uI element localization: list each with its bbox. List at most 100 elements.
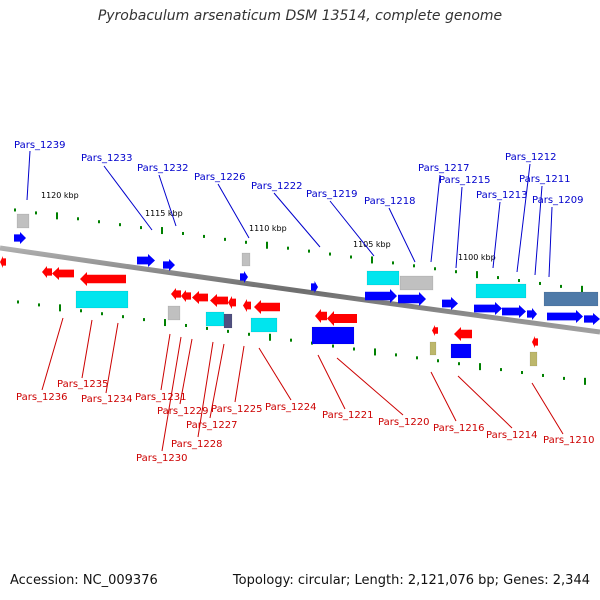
scale-tick	[353, 347, 355, 351]
gene-label-pars-1218[interactable]: Pars_1218	[364, 196, 415, 207]
gene-label-pars-1210[interactable]: Pars_1210	[543, 435, 594, 446]
gene-label-pars-1215[interactable]: Pars_1215	[439, 175, 490, 186]
scale-tick	[17, 300, 19, 304]
gene-arrow	[398, 292, 426, 306]
scale-tick	[329, 252, 331, 256]
gene-arrow	[0, 256, 6, 268]
gene-arrow	[432, 325, 438, 336]
gene-label-pars-1220[interactable]: Pars_1220	[378, 417, 429, 428]
scale-tick	[227, 329, 229, 333]
scale-tick	[140, 226, 142, 230]
gene-label-pars-1222[interactable]: Pars_1222	[251, 181, 302, 192]
scale-tick	[560, 284, 562, 288]
scale-tick	[521, 371, 523, 375]
gene-label-pars-1227[interactable]: Pars_1227	[186, 420, 237, 431]
label-leader-line	[217, 183, 250, 239]
gene-label-pars-1209[interactable]: Pars_1209	[532, 195, 583, 206]
label-leader-line	[336, 357, 404, 416]
label-leader-line	[388, 207, 416, 263]
gene-arrow	[171, 288, 181, 300]
gene-arrow	[181, 290, 191, 302]
gene-arrow	[243, 299, 251, 312]
gene-arrow	[192, 291, 208, 304]
gene-label-pars-1216[interactable]: Pars_1216	[433, 423, 484, 434]
scale-tick	[539, 281, 541, 285]
gene-label-pars-1224[interactable]: Pars_1224	[265, 402, 316, 413]
scale-tick	[119, 223, 121, 227]
scale-tick	[38, 303, 40, 307]
label-leader-line	[179, 338, 193, 405]
scale-tick	[206, 326, 208, 330]
label-leader-line	[105, 322, 119, 394]
scale-tick	[416, 356, 418, 360]
label-leader-line	[548, 206, 553, 278]
scale-tick	[308, 249, 310, 253]
gene-label-pars-1225[interactable]: Pars_1225	[211, 404, 262, 415]
gene-feature	[529, 351, 538, 367]
gene-arrow	[527, 308, 537, 320]
gene-arrow	[327, 311, 357, 326]
gene-label-pars-1233[interactable]: Pars_1233	[81, 153, 132, 164]
gene-label-pars-1236[interactable]: Pars_1236	[16, 392, 67, 403]
gene-label-pars-1214[interactable]: Pars_1214	[486, 430, 537, 441]
scale-tick	[35, 211, 37, 215]
scale-tick	[56, 212, 58, 220]
label-leader-line	[26, 150, 31, 201]
gene-arrow	[315, 309, 327, 323]
scale-label: 1100 kbp	[458, 253, 496, 262]
scale-tick	[395, 353, 397, 357]
scale-tick	[143, 318, 145, 322]
scale-label: 1120 kbp	[41, 191, 79, 200]
scale-tick	[101, 312, 103, 316]
gene-feature	[75, 290, 129, 309]
scale-tick	[413, 264, 415, 268]
gene-label-pars-1211[interactable]: Pars_1211	[519, 174, 570, 185]
gene-label-pars-1234[interactable]: Pars_1234	[81, 394, 132, 405]
scale-tick	[248, 332, 250, 336]
gene-label-pars-1231[interactable]: Pars_1231	[135, 392, 186, 403]
gene-feature	[223, 313, 233, 329]
scale-tick	[287, 246, 289, 250]
gene-label-pars-1217[interactable]: Pars_1217	[418, 163, 469, 174]
gene-label-pars-1228[interactable]: Pars_1228	[171, 439, 222, 450]
scale-tick	[122, 315, 124, 319]
label-leader-line	[329, 200, 375, 257]
gene-arrow	[42, 266, 52, 278]
gene-arrow	[52, 267, 74, 280]
scale-tick	[437, 359, 439, 363]
gene-label-pars-1219[interactable]: Pars_1219	[306, 189, 357, 200]
gene-label-pars-1213[interactable]: Pars_1213	[476, 190, 527, 201]
gene-feature	[399, 275, 434, 291]
gene-label-pars-1226[interactable]: Pars_1226	[194, 172, 245, 183]
gene-label-pars-1221[interactable]: Pars_1221	[322, 410, 373, 421]
gene-label-pars-1239[interactable]: Pars_1239	[14, 140, 65, 151]
gene-feature	[250, 317, 278, 333]
gene-label-pars-1229[interactable]: Pars_1229	[157, 406, 208, 417]
gene-feature	[429, 341, 437, 356]
scale-tick	[245, 240, 247, 244]
gene-arrow	[240, 271, 248, 283]
gene-arrow	[502, 305, 526, 318]
scale-label: 1110 kbp	[249, 224, 287, 233]
gene-label-pars-1232[interactable]: Pars_1232	[137, 163, 188, 174]
label-leader-line	[430, 371, 457, 422]
gene-label-pars-1235[interactable]: Pars_1235	[57, 379, 108, 390]
label-leader-line	[161, 336, 182, 452]
gene-arrow	[311, 281, 318, 293]
label-leader-line	[531, 382, 564, 435]
label-leader-line	[81, 319, 93, 379]
scale-tick	[185, 323, 187, 327]
label-leader-line	[457, 375, 513, 429]
label-leader-line	[160, 333, 171, 391]
gene-label-pars-1212[interactable]: Pars_1212	[505, 152, 556, 163]
gene-arrow	[14, 232, 26, 244]
gene-feature	[241, 252, 251, 267]
label-leader-line	[273, 192, 321, 248]
gene-feature	[366, 270, 400, 286]
gene-label-pars-1230[interactable]: Pars_1230	[136, 453, 187, 464]
gene-feature	[205, 311, 225, 327]
scale-tick	[59, 304, 61, 312]
scale-tick	[77, 217, 79, 221]
label-leader-line	[534, 185, 543, 276]
scale-tick	[14, 208, 16, 212]
